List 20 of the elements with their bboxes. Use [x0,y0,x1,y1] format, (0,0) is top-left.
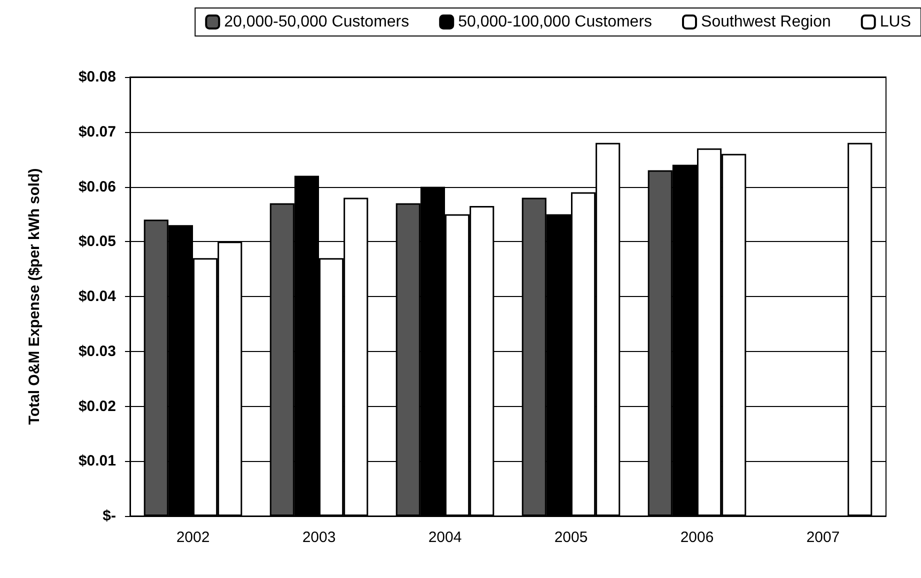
x-tick-label: 2007 [806,529,840,546]
y-tick-label: $0.06 [78,178,116,196]
x-tick-label: 2005 [554,529,588,546]
x-tick-label: 2006 [680,529,714,546]
y-tick-label: $0.05 [78,233,116,250]
y-tick-label: $- [102,508,116,524]
y-axis-title: Total O&M Expense ($per kWh sold) [26,168,43,425]
legend-label: 20,000-50,000 Customers [224,14,410,30]
y-tick-label: $0.07 [78,123,116,140]
y-tick-label: $0.08 [78,68,116,86]
y-tick-label: $0.04 [78,288,117,305]
y-tick-label: $0.03 [78,342,116,360]
legend-label: LUS [880,14,911,30]
legend-label: 50,000-100,000 Customers [458,14,652,30]
y-tick-label: $0.02 [78,398,116,415]
x-tick-label: 2004 [428,529,462,546]
legend-label: Southwest Region [701,14,831,30]
x-tick-label: 2003 [302,529,336,546]
y-tick-label: $0.01 [78,452,116,470]
x-tick-label: 2002 [176,529,210,546]
